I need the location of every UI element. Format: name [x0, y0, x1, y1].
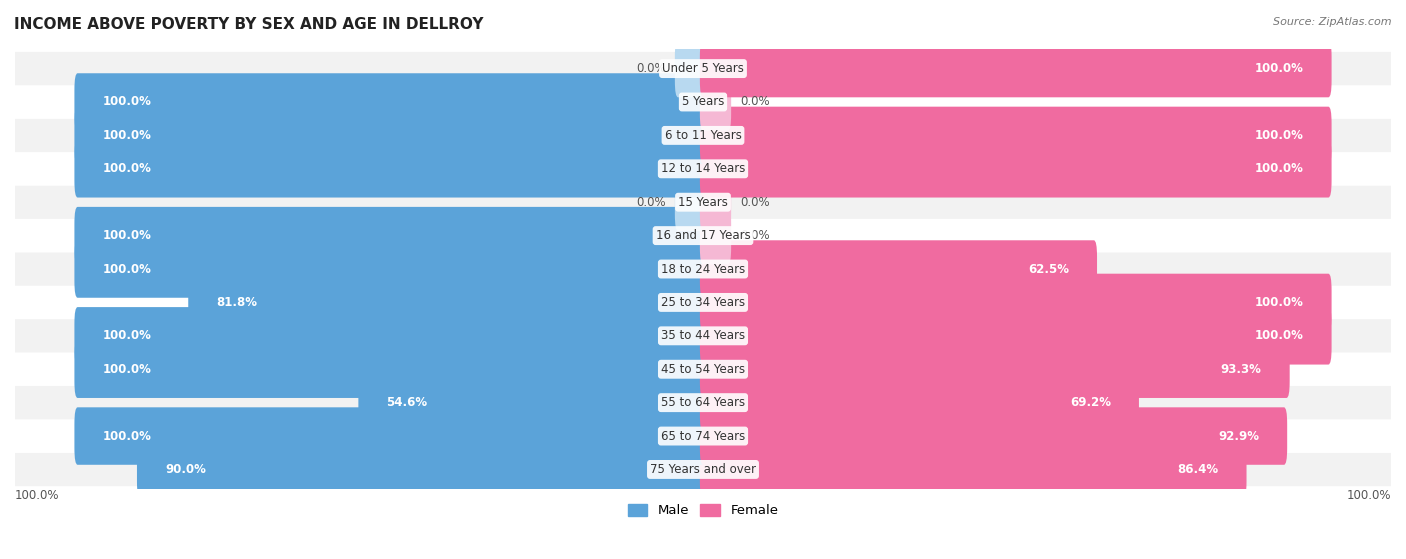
Text: 25 to 34 Years: 25 to 34 Years — [661, 296, 745, 309]
Legend: Male, Female: Male, Female — [623, 499, 783, 523]
FancyBboxPatch shape — [15, 319, 1391, 353]
Text: 100.0%: 100.0% — [1254, 329, 1303, 342]
FancyBboxPatch shape — [700, 274, 1331, 331]
FancyBboxPatch shape — [700, 240, 1097, 298]
Text: 100.0%: 100.0% — [103, 229, 152, 242]
Text: 100.0%: 100.0% — [1254, 62, 1303, 75]
FancyBboxPatch shape — [75, 140, 706, 197]
Text: 100.0%: 100.0% — [1254, 162, 1303, 176]
Text: 54.6%: 54.6% — [387, 396, 427, 409]
FancyBboxPatch shape — [75, 207, 706, 264]
Text: 100.0%: 100.0% — [1254, 129, 1303, 142]
FancyBboxPatch shape — [15, 386, 1391, 419]
FancyBboxPatch shape — [75, 240, 706, 298]
Text: 100.0%: 100.0% — [15, 489, 59, 502]
FancyBboxPatch shape — [75, 408, 706, 465]
Text: 45 to 54 Years: 45 to 54 Years — [661, 363, 745, 376]
Text: 92.9%: 92.9% — [1218, 429, 1258, 443]
Text: 0.0%: 0.0% — [636, 62, 665, 75]
FancyBboxPatch shape — [700, 440, 1247, 498]
Text: 100.0%: 100.0% — [103, 96, 152, 108]
Text: 100.0%: 100.0% — [103, 429, 152, 443]
FancyBboxPatch shape — [675, 173, 706, 231]
Text: 6 to 11 Years: 6 to 11 Years — [665, 129, 741, 142]
FancyBboxPatch shape — [700, 73, 731, 131]
FancyBboxPatch shape — [15, 52, 1391, 86]
FancyBboxPatch shape — [700, 107, 1331, 164]
Text: 75 Years and over: 75 Years and over — [650, 463, 756, 476]
Text: 100.0%: 100.0% — [103, 129, 152, 142]
Text: Under 5 Years: Under 5 Years — [662, 62, 744, 75]
FancyBboxPatch shape — [75, 73, 706, 131]
FancyBboxPatch shape — [700, 140, 1331, 197]
Text: 12 to 14 Years: 12 to 14 Years — [661, 162, 745, 176]
FancyBboxPatch shape — [700, 374, 1139, 432]
Text: Source: ZipAtlas.com: Source: ZipAtlas.com — [1274, 17, 1392, 27]
Text: 69.2%: 69.2% — [1070, 396, 1111, 409]
FancyBboxPatch shape — [15, 186, 1391, 219]
Text: 0.0%: 0.0% — [741, 229, 770, 242]
FancyBboxPatch shape — [75, 340, 706, 398]
Text: 62.5%: 62.5% — [1028, 263, 1069, 276]
Text: INCOME ABOVE POVERTY BY SEX AND AGE IN DELLROY: INCOME ABOVE POVERTY BY SEX AND AGE IN D… — [14, 17, 484, 32]
Text: 16 and 17 Years: 16 and 17 Years — [655, 229, 751, 242]
Text: 55 to 64 Years: 55 to 64 Years — [661, 396, 745, 409]
Text: 15 Years: 15 Years — [678, 196, 728, 209]
Text: 5 Years: 5 Years — [682, 96, 724, 108]
FancyBboxPatch shape — [15, 86, 1391, 119]
FancyBboxPatch shape — [188, 274, 706, 331]
Text: 100.0%: 100.0% — [103, 162, 152, 176]
FancyBboxPatch shape — [700, 173, 731, 231]
FancyBboxPatch shape — [700, 307, 1331, 364]
Text: 100.0%: 100.0% — [103, 263, 152, 276]
FancyBboxPatch shape — [15, 152, 1391, 186]
FancyBboxPatch shape — [15, 252, 1391, 286]
FancyBboxPatch shape — [700, 340, 1289, 398]
Text: 93.3%: 93.3% — [1220, 363, 1261, 376]
Text: 100.0%: 100.0% — [1254, 296, 1303, 309]
FancyBboxPatch shape — [15, 453, 1391, 486]
FancyBboxPatch shape — [700, 40, 1331, 97]
FancyBboxPatch shape — [15, 419, 1391, 453]
Text: 18 to 24 Years: 18 to 24 Years — [661, 263, 745, 276]
Text: 100.0%: 100.0% — [103, 363, 152, 376]
Text: 86.4%: 86.4% — [1177, 463, 1219, 476]
FancyBboxPatch shape — [15, 353, 1391, 386]
FancyBboxPatch shape — [15, 119, 1391, 152]
Text: 90.0%: 90.0% — [165, 463, 207, 476]
FancyBboxPatch shape — [15, 219, 1391, 252]
FancyBboxPatch shape — [359, 374, 706, 432]
FancyBboxPatch shape — [700, 408, 1286, 465]
Text: 100.0%: 100.0% — [1347, 489, 1391, 502]
FancyBboxPatch shape — [75, 107, 706, 164]
FancyBboxPatch shape — [136, 440, 706, 498]
Text: 65 to 74 Years: 65 to 74 Years — [661, 429, 745, 443]
FancyBboxPatch shape — [700, 207, 731, 264]
FancyBboxPatch shape — [675, 40, 706, 97]
Text: 35 to 44 Years: 35 to 44 Years — [661, 329, 745, 342]
Text: 100.0%: 100.0% — [103, 329, 152, 342]
Text: 0.0%: 0.0% — [741, 96, 770, 108]
Text: 81.8%: 81.8% — [217, 296, 257, 309]
Text: 0.0%: 0.0% — [741, 196, 770, 209]
FancyBboxPatch shape — [75, 307, 706, 364]
Text: 0.0%: 0.0% — [636, 196, 665, 209]
FancyBboxPatch shape — [15, 286, 1391, 319]
